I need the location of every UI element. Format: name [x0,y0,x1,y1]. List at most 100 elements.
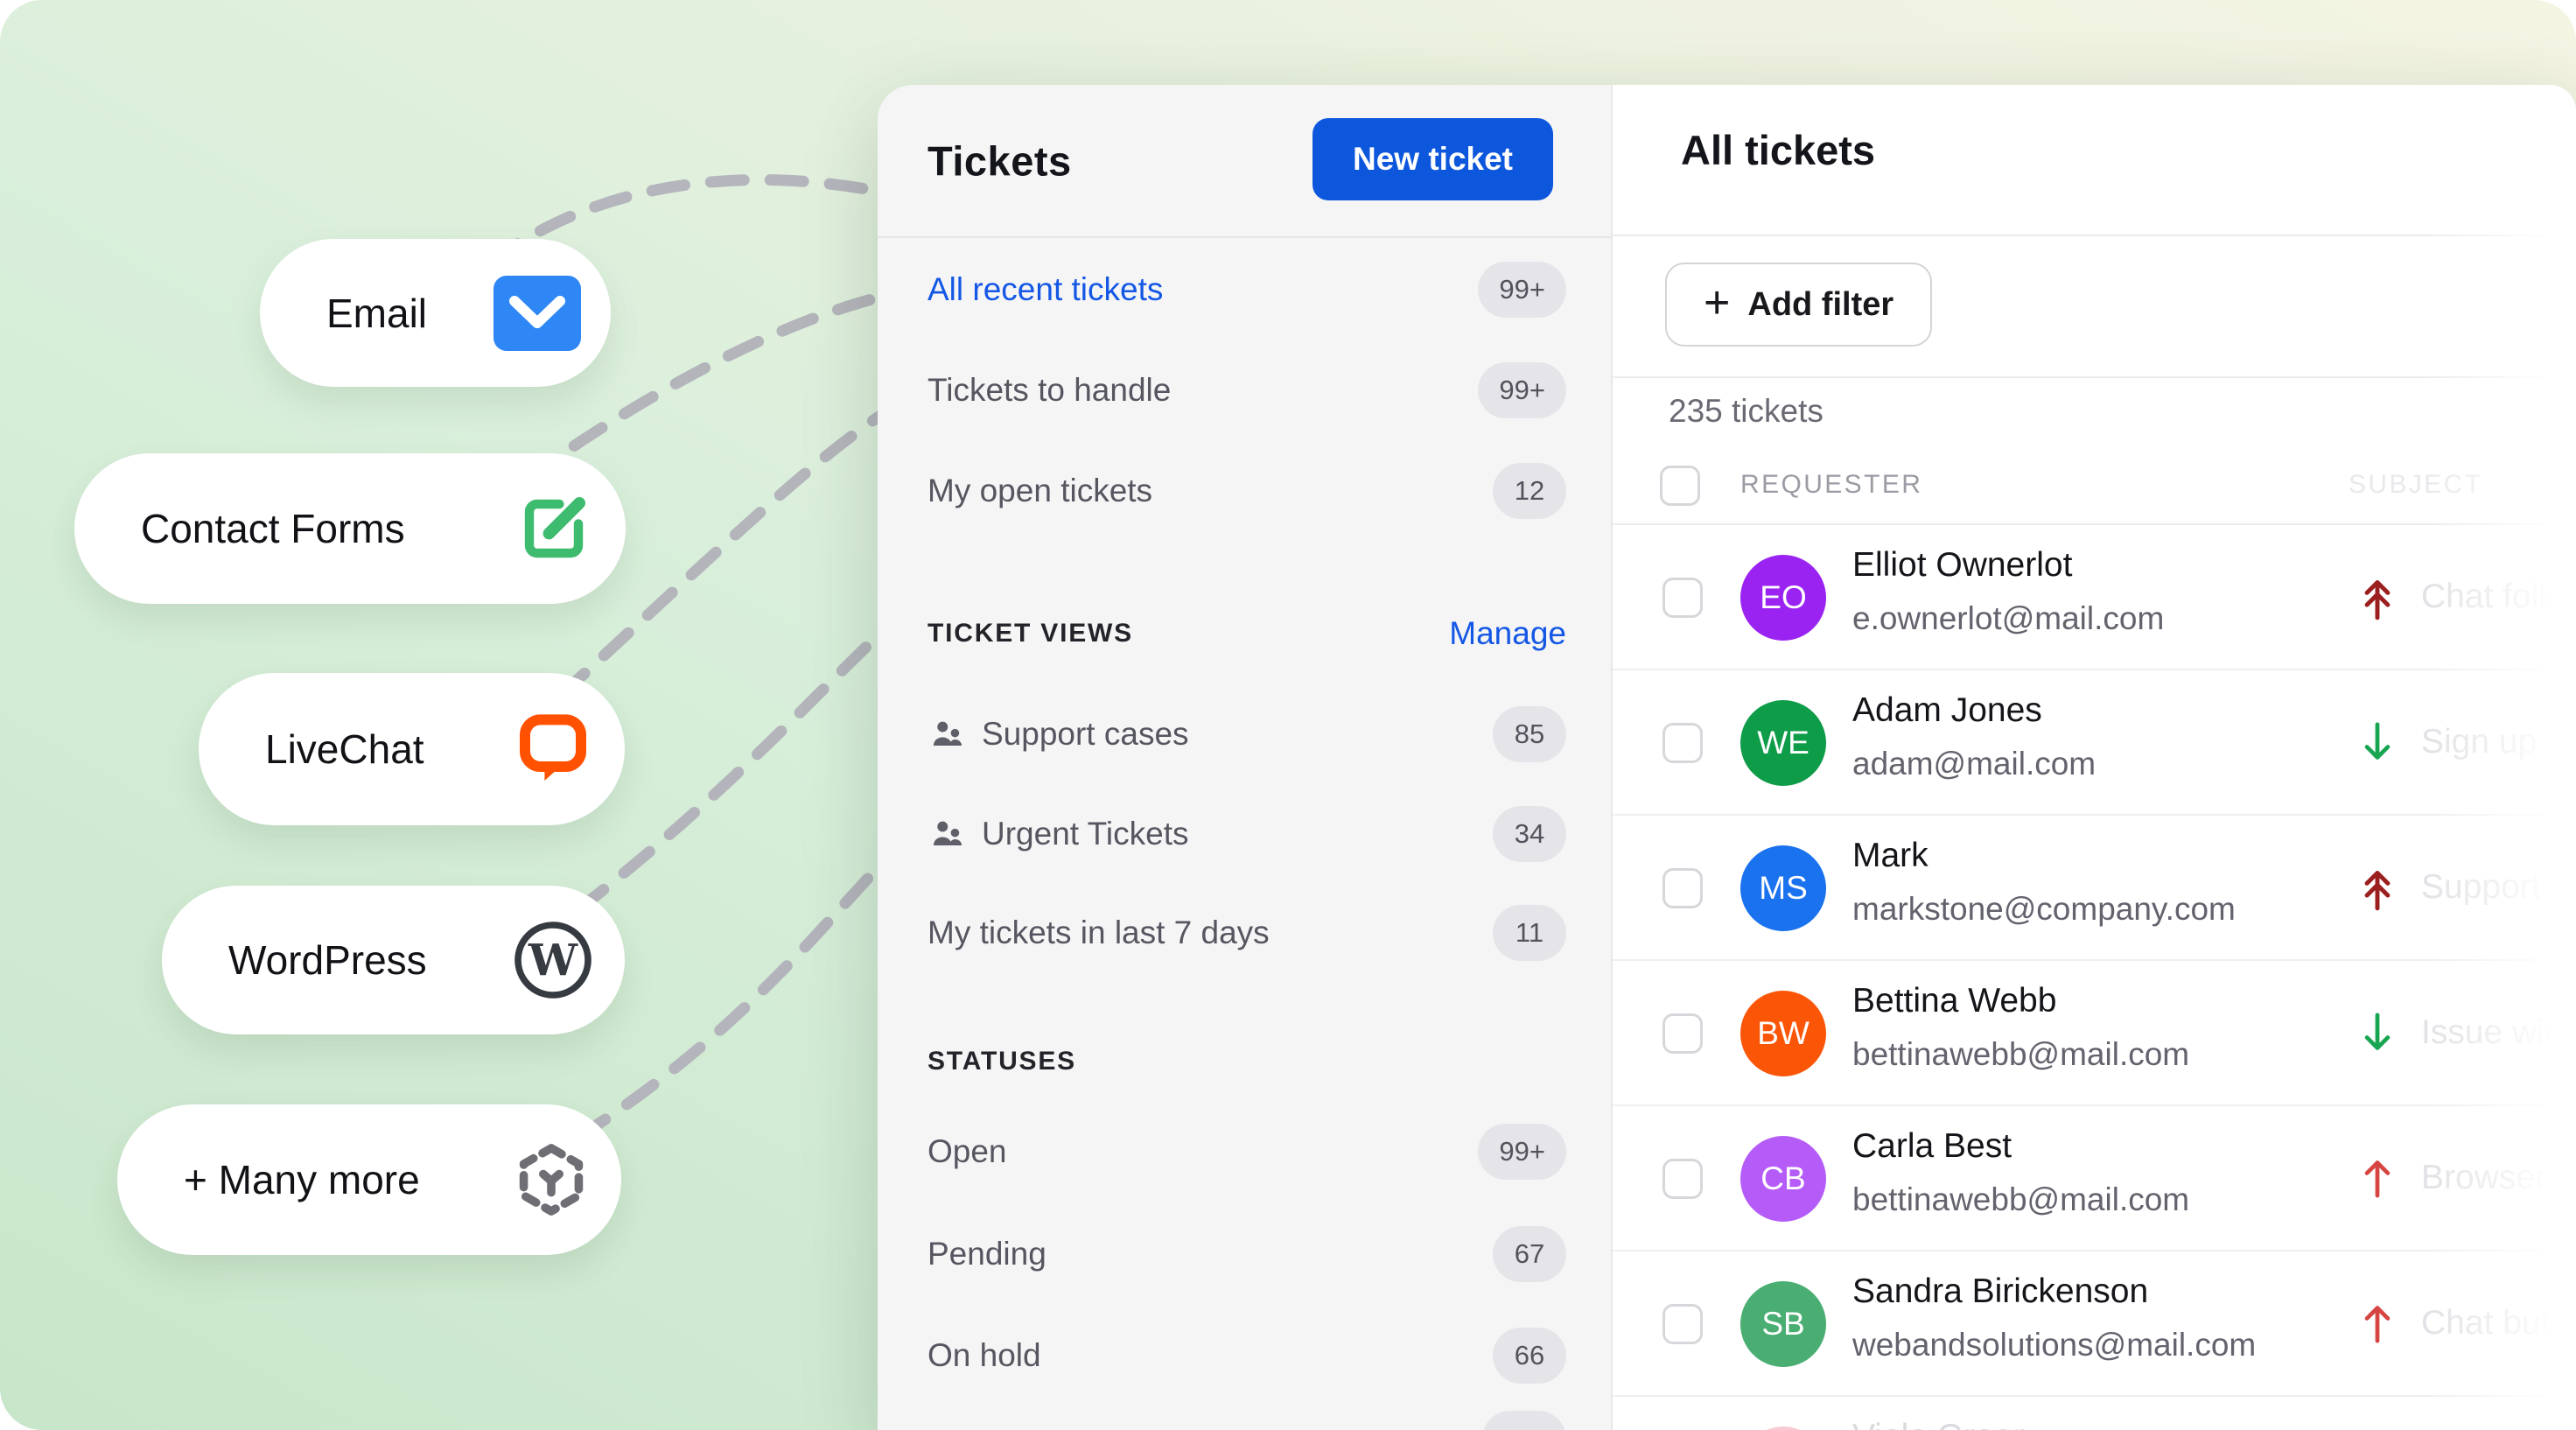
sidebar-status-on-hold[interactable]: On hold 66 [928,1323,1566,1388]
column-header-requester: REQUESTER [1740,470,1923,499]
requester-email: markstone@company.com [1852,891,2236,927]
count-badge: 67 [1493,1226,1566,1282]
priority-up-arrow-icon [2358,1155,2397,1201]
subject-text: Support ne [2421,868,2576,906]
requester-email: bettinawebb@mail.com [1852,1181,2190,1217]
row-checkbox[interactable] [1662,1013,1703,1054]
sidebar-item-label: My open tickets [928,473,1153,508]
add-filter-label: Add filter [1747,285,1894,323]
sidebar-view-urgent-tickets[interactable]: Urgent Tickets 34 [928,802,1566,866]
sidebar-item-all-recent-tickets[interactable]: All recent tickets 99+ [928,257,1566,322]
requester-name: Adam Jones [1852,691,2042,729]
count-badge: 85 [1493,706,1566,762]
count-badge: 11 [1493,905,1566,961]
subject-text: Sign up [2421,723,2538,761]
app-window: Tickets New ticket All recent tickets 99+… [878,85,2576,1430]
sidebar-view-support-cases[interactable]: Support cases 85 [928,702,1566,767]
plus-icon: + [1704,277,1731,328]
chip-livechat[interactable]: LiveChat [199,673,625,825]
sidebar-view-label: My tickets in last 7 days [928,915,1270,950]
chip-label: Contact Forms [141,506,405,551]
priority-down-arrow-icon [2358,1010,2397,1055]
ticket-table-rows: EO Elliot Ownerlot e.ownerlot@mail.com Chat… [1613,525,2576,1430]
subject-text: Chat bubb [2421,1304,2576,1342]
table-row[interactable]: BW Bettina Webb bettinawebb@mail.com Issue … [1613,961,2576,1106]
sidebar-header: Tickets New ticket [878,85,1611,238]
all-tickets-panel: All tickets + Add filter 235 tickets REQ… [1613,85,2576,1430]
chip-label: WordPress [228,937,427,983]
users-icon [928,714,968,754]
avatar: MS [1740,845,1826,931]
sidebar-status-open[interactable]: Open 99+ [928,1119,1566,1184]
sidebar-status-label: On hold [928,1337,1041,1373]
table-row[interactable]: WE Adam Jones adam@mail.com Sign up [1613,670,2576,816]
manage-link[interactable]: Manage [1449,615,1566,651]
priority-up-arrow-icon [2358,1300,2397,1346]
priority-double-up-arrow-icon [2358,863,2397,912]
sidebar-title: Tickets [928,137,1072,184]
row-checkbox[interactable] [1662,1304,1703,1344]
requester-email: bettinawebb@mail.com [1852,1036,2190,1072]
sidebar-view-label: Urgent Tickets [982,816,1189,852]
column-header-subject: SUBJECT [2348,470,2483,499]
table-row[interactable]: EO Elliot Ownerlot e.ownerlot@mail.com Chat… [1613,525,2576,670]
chip-wordpress[interactable]: WordPress W [162,886,625,1034]
table-row[interactable]: CB Carla Best bettinawebb@mail.com Browser … [1613,1106,2576,1251]
requester-name: Mark [1852,837,1928,874]
svg-text:W: W [528,935,578,986]
requester-name: Bettina Webb [1852,982,2057,1020]
sidebar-view-label: Support cases [982,716,1189,752]
new-ticket-button[interactable]: New ticket [1312,118,1553,200]
requester-name: Elliot Ownerlot [1852,546,2073,584]
avatar: SB [1740,1281,1826,1367]
divider [1613,376,2576,378]
count-badge: 99+ [1478,1124,1566,1180]
email-icon [494,275,581,351]
statuses-heading-row: STATUSES [928,1029,1566,1094]
priority-double-up-arrow-icon [2358,572,2397,621]
subject-text: Browser su [2421,1159,2576,1196]
row-checkbox[interactable] [1662,868,1703,908]
avatar: EO [1740,555,1826,641]
table-header: REQUESTER SUBJECT [1613,446,2576,525]
users-icon [928,814,968,854]
tickets-sidebar: Tickets New ticket All recent tickets 99+… [878,85,1613,1430]
sidebar-item-my-open-tickets[interactable]: My open tickets 12 [928,459,1566,523]
chip-contact-forms[interactable]: Contact Forms [74,453,626,604]
row-checkbox[interactable] [1662,723,1703,763]
chip-label: Email [326,290,428,336]
ticket-views-heading-row: TICKET VIEWS Manage [928,601,1566,666]
count-badge: 99+ [1478,262,1566,318]
sidebar-item-tickets-to-handle[interactable]: Tickets to handle 99+ [928,358,1566,423]
priority-down-arrow-icon [2358,719,2397,765]
avatar: BW [1740,991,1826,1076]
wordpress-icon: W [511,918,595,1002]
requester-name: Sandra Birickenson [1852,1272,2149,1310]
requester-name: Viola Greer [1852,1418,2025,1430]
table-row[interactable]: MS Mark markstone@company.com Support ne [1613,816,2576,961]
many-more-icon [511,1139,592,1220]
avatar: WE [1740,700,1826,786]
requester-email: webandsolutions@mail.com [1852,1327,2257,1363]
sidebar-item-label: Tickets to handle [928,372,1172,408]
select-all-checkbox[interactable] [1660,466,1700,506]
count-badge: 66 [1493,1328,1566,1384]
add-filter-button[interactable]: + Add filter [1665,263,1933,347]
row-checkbox[interactable] [1662,1159,1703,1199]
requester-email: e.ownerlot@mail.com [1852,600,2165,636]
chip-email[interactable]: Email [260,239,611,387]
sidebar-status-pending[interactable]: Pending 67 [928,1222,1566,1286]
count-badge: 34 [1493,806,1566,862]
sidebar-view-my-tickets-in-last-7-days[interactable]: My tickets in last 7 days 11 [928,901,1566,965]
livechat-icon [511,707,595,791]
row-checkbox[interactable] [1662,578,1703,618]
table-row[interactable]: Viola Greer [1613,1397,2576,1430]
sidebar-status-label: Open [928,1133,1007,1169]
chip-many-more[interactable]: + Many more [117,1104,621,1255]
ticket-views-heading: TICKET VIEWS [928,619,1133,648]
subject-text: Issue with. [2421,1013,2576,1051]
cutoff-badge [1482,1411,1566,1430]
table-row[interactable]: SB Sandra Birickenson webandsolutions@mail… [1613,1251,2576,1397]
